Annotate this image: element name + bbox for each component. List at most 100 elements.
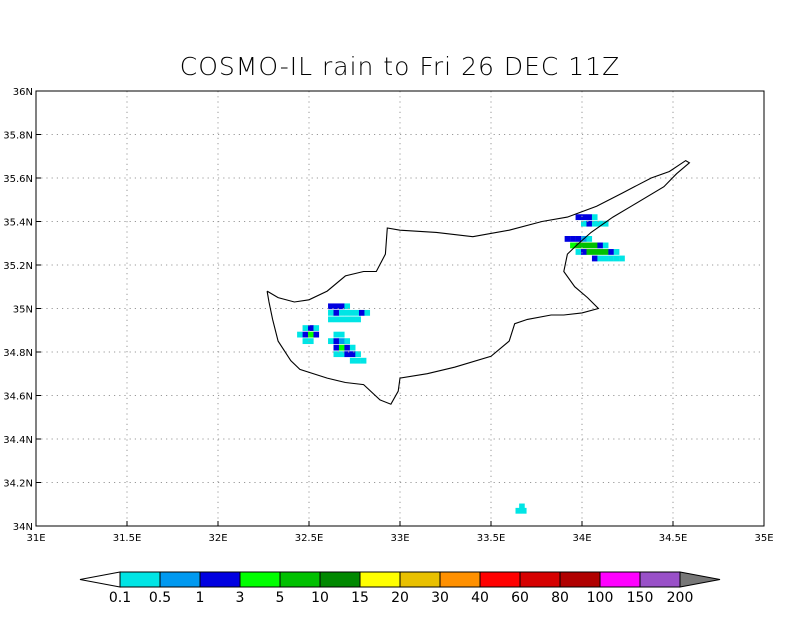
colorbar-swatch (119, 571, 161, 588)
precip-cell (349, 351, 356, 358)
cyprus-coastline (266, 159, 691, 405)
precip-cell (602, 242, 609, 249)
colorbar-label: 10 (311, 590, 329, 606)
colorbar-swatch (639, 571, 681, 588)
lat-tick-label: 34.2N (3, 479, 33, 490)
colorbar-swatch (359, 571, 401, 588)
precip-cell (597, 255, 603, 262)
colorbar-label: 40 (471, 590, 489, 606)
lat-tick-label: 35N (13, 305, 33, 316)
precip-cell (591, 242, 598, 249)
precip-cell (333, 338, 340, 345)
precip-cell (597, 249, 603, 255)
lat-tick-label: 34.6N (3, 392, 33, 403)
precip-cell (575, 242, 582, 249)
lat-tick-label: 35.2N (3, 261, 33, 272)
precip-cell (313, 331, 320, 338)
precip-cell (344, 303, 351, 310)
lat-tick-label: 35.6N (3, 174, 33, 185)
lon-tick-label: 32.5E (295, 533, 324, 544)
colorbar-label: 15 (351, 590, 369, 606)
precip-cell (333, 303, 340, 310)
precip-cell (328, 303, 334, 310)
colorbar-label: 150 (627, 590, 654, 606)
precip-cell (344, 338, 351, 345)
precip-cell (338, 303, 345, 310)
precip-cell (602, 220, 609, 227)
colorbar-swatch (519, 571, 561, 588)
precip-cell (613, 255, 620, 262)
lat-tick-label: 34.4N (3, 435, 33, 446)
colorbar-swatch (559, 571, 601, 588)
colorbar-swatch (239, 571, 281, 588)
precip-cell (355, 316, 361, 323)
precip-cell (313, 325, 320, 331)
colorbar-swatch (399, 571, 441, 588)
precip-cell (602, 255, 609, 262)
colorbar-swatch (279, 571, 321, 588)
colorbar: 0.1 0.5 1 3 5 10 15 20 30 40 60 80 100 150 200 (79, 571, 721, 606)
precip-cell (575, 249, 582, 255)
precip-cell (613, 249, 620, 255)
colorbar-swatch (199, 571, 241, 588)
precip-cell (297, 331, 303, 338)
precip-cell (515, 507, 522, 514)
precip-cell (602, 249, 609, 255)
lon-tick-label: 34E (572, 533, 591, 544)
precipitation-layer (297, 214, 625, 514)
precip-cell (575, 236, 582, 242)
colorbar-label: 1 (196, 590, 205, 606)
precip-cell (302, 325, 309, 331)
precip-cell (349, 309, 356, 316)
precip-cell (586, 236, 593, 242)
colorbar-label: 30 (431, 590, 449, 606)
precip-cell (328, 309, 334, 316)
precip-cell (519, 503, 525, 510)
colorbar-swatch (159, 571, 201, 588)
precip-cell (591, 214, 598, 221)
precip-cell (591, 249, 598, 255)
lat-tick-label: 36N (13, 87, 33, 98)
precip-cell (581, 214, 587, 221)
precip-cell (355, 351, 361, 358)
colorbar-label: 100 (587, 590, 614, 606)
colorbar-swatch (439, 571, 481, 588)
colorbar-label: 60 (511, 590, 529, 606)
lon-tick-label: 31E (26, 533, 45, 544)
precip-cell (349, 344, 356, 351)
colorbar-label: 3 (236, 590, 245, 606)
precip-cell (591, 220, 598, 227)
lon-tick-label: 34.5E (659, 533, 688, 544)
precip-cell (349, 357, 356, 364)
precip-cell (344, 309, 351, 316)
lon-tick-label: 35E (754, 533, 773, 544)
precip-cell (333, 316, 340, 323)
precip-cell (328, 316, 334, 323)
lon-tick-label: 32E (208, 533, 227, 544)
precip-cell (308, 338, 314, 345)
precip-cell (364, 309, 371, 316)
precip-cell (349, 316, 356, 323)
precip-cell (597, 242, 603, 249)
map-title: COSMO-IL rain to Fri 26 DEC 11Z (179, 52, 621, 81)
colorbar-label: 5 (276, 590, 285, 606)
precip-cell (333, 351, 340, 358)
colorbar-label: 0.1 (109, 590, 131, 606)
axis-labels: 31E 31.5E 32E 32.5E 33E 33.5E 34E 34.5E 35E 36N 35… (3, 87, 773, 544)
precip-cell (333, 331, 340, 338)
precip-cell (586, 242, 593, 249)
precip-cell (570, 236, 576, 242)
lat-tick-label: 35.4N (3, 218, 33, 229)
precip-cell (344, 351, 351, 358)
colorbar-label: 0.5 (149, 590, 171, 606)
lon-tick-label: 31.5E (113, 533, 142, 544)
lat-tick-label: 35.8N (3, 131, 33, 142)
colorbar-over-arrow (679, 571, 721, 588)
precip-cell (564, 236, 571, 242)
lon-tick-label: 33E (390, 533, 409, 544)
precip-cell (308, 331, 314, 338)
precip-cell (591, 255, 598, 262)
precip-cell (333, 309, 340, 316)
lat-tick-label: 34.8N (3, 348, 33, 359)
